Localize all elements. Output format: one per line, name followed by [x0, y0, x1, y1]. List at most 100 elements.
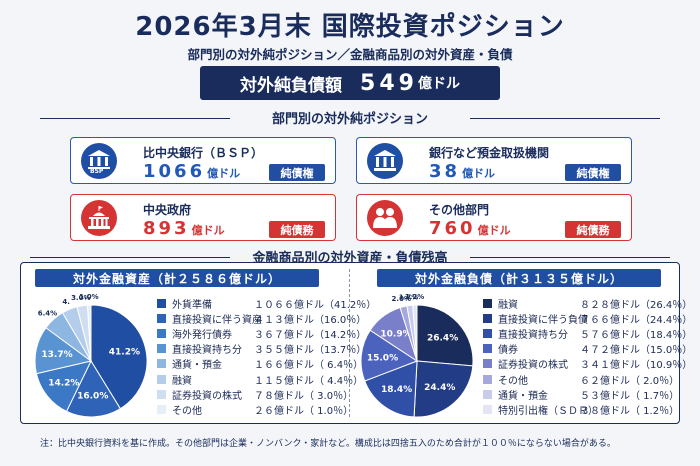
- legend-value: ４７２億ドル（15.0％）: [580, 345, 693, 357]
- sector-card-other: その他部門 760 億ドル 純債務: [356, 194, 632, 241]
- pie-slice-label: 16.0%: [77, 392, 108, 402]
- legend-label: 直接投資持ち分: [498, 329, 568, 341]
- legend-item: 直接投資持ち分 ３５５億ドル（13.7％）: [157, 343, 366, 356]
- sector-value: 1066 億ドル: [143, 161, 241, 182]
- sector-name: 銀行など預金取扱機関: [429, 146, 550, 160]
- footnote: 注：比中央銀行資料を基に作成。その他部門は企業・ノンバンク・家計など。構成比は四…: [40, 439, 616, 449]
- headline-label: 対外純負債額: [240, 75, 343, 96]
- legend-swatch: [157, 298, 166, 308]
- bank-building-icon: [367, 143, 403, 179]
- legend-value: １０６６億ドル（41.2％）: [254, 299, 377, 311]
- pie-slice-label: 18.4%: [381, 385, 412, 395]
- pie-slice-label: 3.0%: [71, 294, 90, 302]
- legend-swatch: [157, 374, 166, 384]
- pie-slice-label: 13.7%: [41, 350, 72, 360]
- legend-swatch: [483, 313, 492, 323]
- legend-label: その他: [172, 405, 202, 417]
- legend-item: 特別引出権（ＳＤＲ） ３８億ドル（ 1.2％）: [483, 403, 680, 417]
- sector-badge: 純債務: [565, 221, 621, 238]
- pie-slice-label: 41.2%: [109, 348, 140, 358]
- people-icon: [367, 200, 403, 236]
- sector-name: その他部門: [429, 203, 490, 217]
- pie-slice-label: 2.0%: [392, 295, 411, 303]
- legend-value: ７８億ドル（ 3.0％）: [254, 390, 354, 402]
- pie-slice: [90, 304, 148, 410]
- legend-swatch: [483, 298, 492, 308]
- pie-slice-label: 1.7%: [399, 294, 418, 302]
- legend-label: 直接投資に伴う資産: [172, 314, 262, 326]
- legend-value: ２６億ドル（ 1.0％）: [254, 405, 354, 417]
- legend-value: １１５億ドル（ 4.4％）: [254, 375, 364, 387]
- legend-item: 直接投資持ち分 ５７６億ドル（18.4％）: [483, 327, 693, 341]
- pie-slice: [35, 360, 92, 413]
- pie-slice: [413, 360, 474, 418]
- legend-value: ３８億ドル（ 1.2％）: [580, 405, 680, 417]
- legend-item: 外貨準備 １０６６億ドル（41.2％）: [157, 297, 377, 311]
- legend-label: 通貨・預金: [172, 360, 222, 372]
- legend-swatch: [157, 328, 166, 338]
- legend-swatch: [157, 313, 166, 323]
- legend-label: 特別引出権（ＳＤＲ）: [498, 405, 598, 417]
- pie-slice: [65, 359, 122, 418]
- legend-item: 証券投資の株式 ７８億ドル（ 3.0％）: [157, 388, 354, 402]
- legend-label: 海外発行債券: [172, 329, 232, 341]
- legend-label: 通貨・預金: [498, 390, 548, 402]
- legend-swatch: [483, 404, 492, 414]
- legend-value: ３６７億ドル（14.2％）: [254, 329, 367, 341]
- page-title: 2026年3月末 国際投資ポジション: [135, 12, 565, 42]
- liabilities-chart-title: 対外金融負債（計３１３５億ドル）: [377, 269, 661, 287]
- legend-swatch: [483, 389, 492, 399]
- pie-slice: [416, 304, 474, 367]
- legend-item: 通貨・預金 １６６億ドル（ 6.4％）: [157, 358, 363, 372]
- legend-label: 融資: [498, 299, 518, 311]
- bsp-icon-label: BSP: [90, 168, 104, 175]
- sector-badge: 純債務: [269, 221, 325, 238]
- legend-item: 通貨・預金 ５３億ドル（ 1.7％）: [483, 388, 679, 402]
- pie-slice-label: 15.0%: [367, 353, 398, 363]
- sector-value: 38 億ドル: [429, 161, 496, 182]
- pie-slice: [364, 360, 418, 418]
- sector-badge: 純債権: [565, 164, 621, 181]
- pie-slice-label: 6.4%: [38, 310, 57, 318]
- legend-item: 融資 １１５億ドル（ 4.4％）: [157, 373, 364, 387]
- pie-slice: [360, 329, 419, 382]
- pie-slice-label: 10.9%: [380, 329, 411, 339]
- liabilities-pie-chart: 26.4% 24.4% 18.4% 15.0% 10.9% 2.0%1.7%1.2%: [360, 293, 474, 418]
- legend-item: 海外発行債券 ３６７億ドル（14.2％）: [157, 327, 367, 341]
- sector-card-bsp: BSP 比中央銀行（ＢＳＰ） 1066 億ドル 純債権: [70, 137, 336, 184]
- instrument-panel: 対外金融資産（計２５８６億ドル） 対外金融負債（計３１３５億ドル） 41.2% 1…: [20, 262, 693, 424]
- legend-label: 融資: [172, 375, 192, 387]
- legend-item: その他 ２６億ドル（ 1.0％）: [157, 403, 354, 417]
- legend-value: ５７６億ドル（18.4％）: [580, 329, 693, 341]
- legend-swatch: [157, 344, 166, 354]
- pie-slice-label: 24.4%: [424, 383, 455, 393]
- headline-unit: 億ドル: [417, 76, 460, 92]
- pie-slice: [412, 304, 418, 362]
- pie-slice-label: 1.2%: [405, 293, 424, 301]
- pie-slice-label: 26.4%: [427, 334, 458, 344]
- legend-value: ８２８億ドル（26.4％）: [580, 299, 693, 311]
- legend-value: ４１３億ドル（16.0％）: [254, 314, 367, 326]
- sector-value: 760 億ドル: [429, 218, 511, 239]
- legend-label: その他: [498, 375, 528, 387]
- assets-pie-chart: 41.2% 16.0% 14.2% 13.7% 6.4% 4.3.0%1.0%: [34, 293, 148, 418]
- legend-swatch: [157, 404, 166, 414]
- legend-swatch: [483, 374, 492, 384]
- legend-item: 融資 ８２８億ドル（26.4％）: [483, 297, 693, 311]
- legend-value: ７６６億ドル（24.4％）: [580, 314, 693, 326]
- legend-swatch: [483, 344, 492, 354]
- legend-swatch: [483, 359, 492, 369]
- legend-item: 直接投資に伴う資産 ４１３億ドル（16.0％）: [157, 312, 367, 326]
- assets-legend: 外貨準備 １０６６億ドル（41.2％） 直接投資に伴う資産 ４１３億ドル（16.0％）…: [157, 297, 377, 421]
- sector-name: 中央政府: [143, 203, 192, 217]
- legend-item: 債券 ４７２億ドル（15.0％）: [483, 343, 693, 357]
- liabilities-legend: 融資 ８２８億ドル（26.4％） 直接投資に伴う負債 ７６６億ドル（24.4％） 直接投…: [483, 297, 693, 421]
- legend-item: 直接投資に伴う負債 ７６６億ドル（24.4％）: [483, 312, 693, 326]
- legend-item: その他 ６２億ドル（ 2.0％）: [483, 373, 679, 387]
- legend-label: 外貨準備: [172, 299, 212, 311]
- legend-swatch: [157, 389, 166, 399]
- pie-slice: [86, 304, 92, 362]
- sector-name: 比中央銀行（ＢＳＰ）: [143, 146, 264, 160]
- bank-bsp-icon: [81, 143, 117, 179]
- sector-card-banks: 銀行など預金取扱機関 38 億ドル 純債権: [356, 137, 632, 184]
